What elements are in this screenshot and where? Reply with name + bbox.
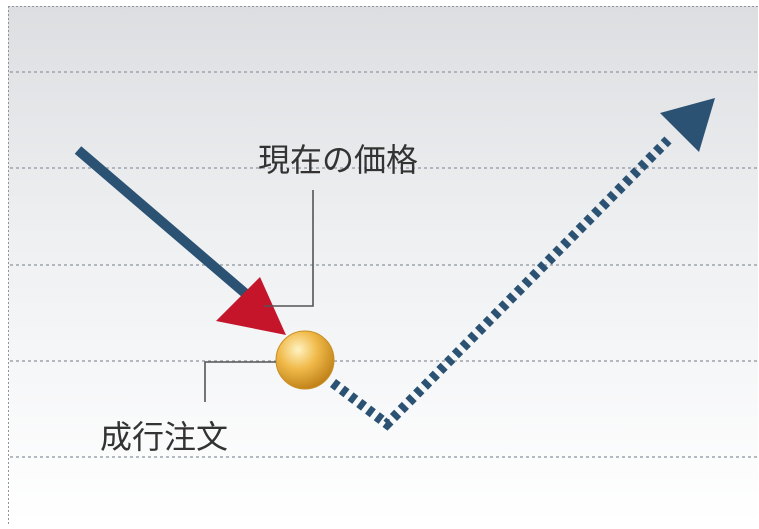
past-trend-line [74, 146, 250, 298]
future-trend-dotted-line [329, 136, 672, 431]
future-trend-arrowhead-icon [660, 98, 715, 152]
market-order-label: 成行注文 [100, 418, 228, 456]
current-price-arrowhead-icon [216, 277, 286, 335]
current-price-label: 現在の価格 [258, 141, 418, 179]
market-order-leader-line [204, 361, 276, 402]
current-price-leader-line [264, 190, 314, 307]
market-order-point-icon [275, 330, 335, 390]
